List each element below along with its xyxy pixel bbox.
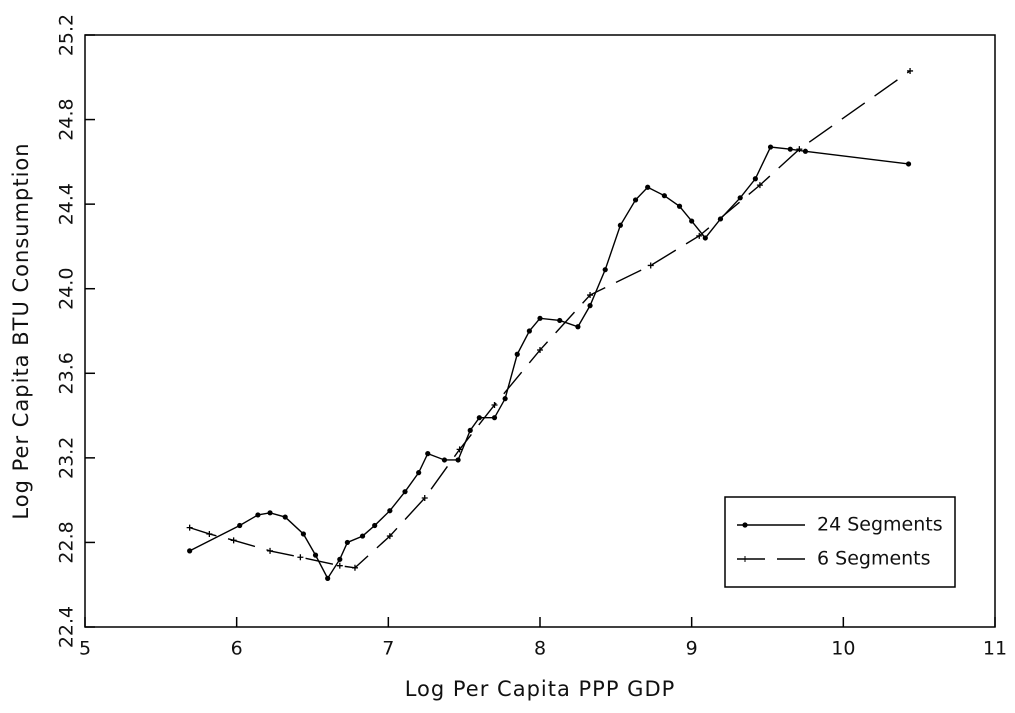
point <box>617 222 623 228</box>
point <box>255 512 261 518</box>
point <box>425 451 431 457</box>
point <box>267 547 274 554</box>
x-axis-title: Log Per Capita PPP GDP <box>405 677 676 701</box>
point <box>802 148 809 154</box>
point <box>587 303 593 309</box>
point <box>351 564 358 571</box>
legend-box <box>724 496 956 588</box>
point <box>661 193 667 199</box>
point <box>767 144 774 150</box>
legend-marker <box>742 522 748 528</box>
point <box>187 548 193 554</box>
point <box>491 415 498 421</box>
point <box>297 554 304 561</box>
point <box>537 347 543 354</box>
x-tick-label: 6 <box>231 638 243 660</box>
point <box>467 427 473 433</box>
point <box>575 324 581 330</box>
point <box>206 530 213 537</box>
x-tick-label: 9 <box>686 638 698 660</box>
point <box>421 495 428 502</box>
point <box>336 562 343 569</box>
point <box>300 531 306 537</box>
point <box>689 218 695 224</box>
point <box>602 267 608 273</box>
point <box>386 533 393 540</box>
point <box>387 508 393 514</box>
point <box>325 575 331 581</box>
point <box>282 514 288 520</box>
x-tick-label: 10 <box>831 638 855 660</box>
x-tick-label: 5 <box>79 638 91 660</box>
point <box>526 328 532 334</box>
point <box>267 510 273 516</box>
y-tick-label: 23.2 <box>56 437 78 479</box>
point <box>372 522 378 529</box>
point <box>737 195 743 201</box>
y-tick-label: 22.8 <box>56 521 78 563</box>
y-tick-label: 22.4 <box>56 606 78 648</box>
point <box>456 446 463 453</box>
point <box>359 533 366 539</box>
legend-marker <box>742 556 748 562</box>
point <box>557 317 563 324</box>
point <box>787 146 793 152</box>
y-axis-title: Log Per Capita BTU Consumption <box>9 142 33 519</box>
point <box>402 489 408 495</box>
point <box>514 351 520 357</box>
series-line <box>189 70 911 569</box>
point <box>752 176 758 182</box>
y-tick-label: 24.8 <box>56 98 78 140</box>
point <box>647 262 654 269</box>
y-tick-label: 24.0 <box>56 268 78 310</box>
x-tick-label: 11 <box>983 638 1007 660</box>
y-tick-label: 24.4 <box>56 183 78 225</box>
x-tick-label: 8 <box>534 638 546 660</box>
point <box>537 315 543 321</box>
point <box>587 292 594 299</box>
point <box>632 197 639 203</box>
x-tick-label: 7 <box>382 638 394 660</box>
point <box>441 457 448 463</box>
point <box>476 415 482 421</box>
y-tick-label: 23.6 <box>56 352 78 394</box>
point <box>416 470 422 476</box>
point <box>796 146 803 153</box>
point <box>907 67 914 74</box>
point <box>696 232 703 239</box>
y-tick-label: 25.2 <box>56 14 78 56</box>
point <box>676 203 683 209</box>
point <box>186 524 193 531</box>
point <box>645 184 651 190</box>
point <box>312 552 319 558</box>
point <box>502 396 508 402</box>
point <box>455 457 461 463</box>
point <box>491 402 498 408</box>
point <box>337 556 343 562</box>
point <box>344 539 350 546</box>
legend-label: 24 Segments <box>817 514 943 536</box>
point <box>237 522 243 529</box>
legend-label: 6 Segments <box>817 548 931 570</box>
point <box>905 161 912 167</box>
point <box>702 235 708 241</box>
point <box>230 537 237 544</box>
point <box>756 182 763 189</box>
